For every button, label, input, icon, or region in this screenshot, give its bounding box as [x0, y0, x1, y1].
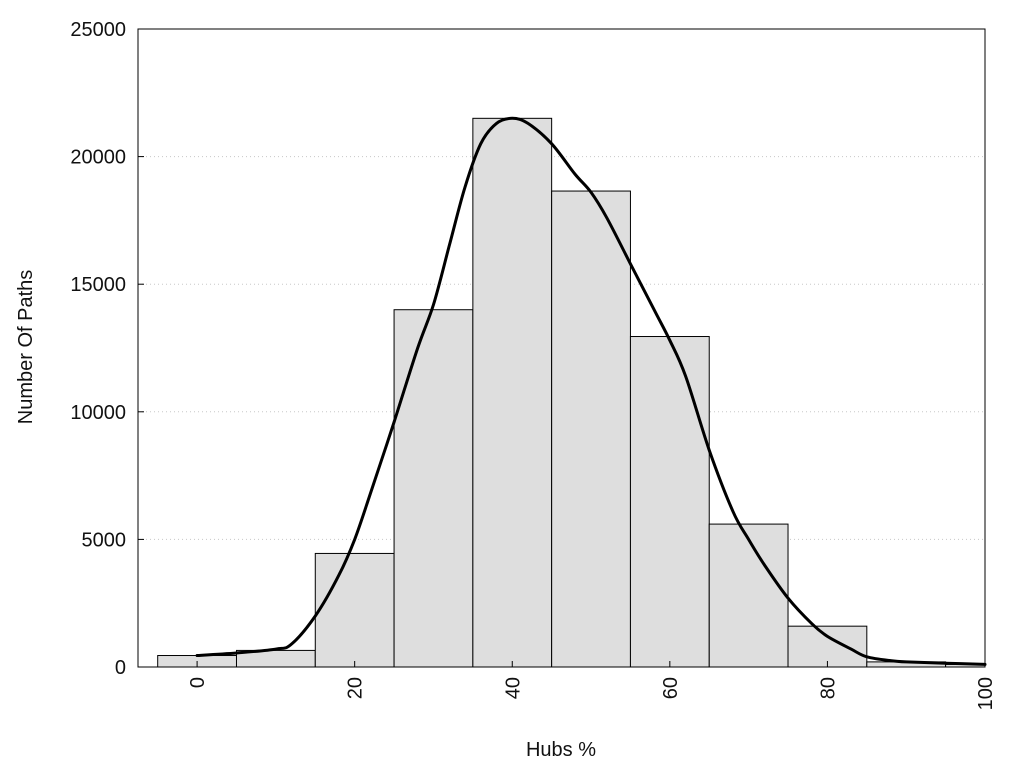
density-curve-line [195, 116, 987, 666]
x-axis-label: Hubs % [526, 739, 596, 761]
y-tick-label-20000: 20000 [70, 147, 126, 169]
histogram-bar-8 [787, 625, 868, 668]
x-tick-label-20: 20 [345, 677, 367, 699]
density-curve [195, 116, 987, 666]
y-tick-label-10000: 10000 [70, 402, 126, 424]
histogram-bar-3 [393, 309, 474, 668]
x-axis-ticks: 0 20 40 60 80 100 [187, 661, 997, 710]
x-tick-label-40: 40 [502, 677, 524, 699]
histogram-bar-5 [551, 190, 631, 668]
histogram-bar-7 [708, 523, 789, 668]
y-axis-ticks: 0 5000 10000 15000 20000 25000 [70, 19, 144, 679]
y-tick-label-0: 0 [115, 657, 126, 679]
x-tick-label-80: 80 [817, 677, 839, 699]
x-tick-label-100: 100 [975, 677, 997, 710]
histogram-bar-2 [314, 552, 395, 668]
histogram-bar-6 [629, 336, 710, 668]
x-tick-label-0: 0 [187, 677, 209, 688]
plot-frame [137, 28, 986, 668]
plot-border [137, 28, 986, 668]
y-axis-label: Number Of Paths [15, 270, 37, 425]
histogram-bar-4 [472, 117, 553, 668]
x-tick-label-60: 60 [660, 677, 682, 699]
histogram-bars [157, 117, 986, 668]
y-tick-label-25000: 25000 [70, 19, 126, 41]
y-tick-label-5000: 5000 [82, 529, 127, 551]
y-tick-label-15000: 15000 [70, 274, 126, 296]
